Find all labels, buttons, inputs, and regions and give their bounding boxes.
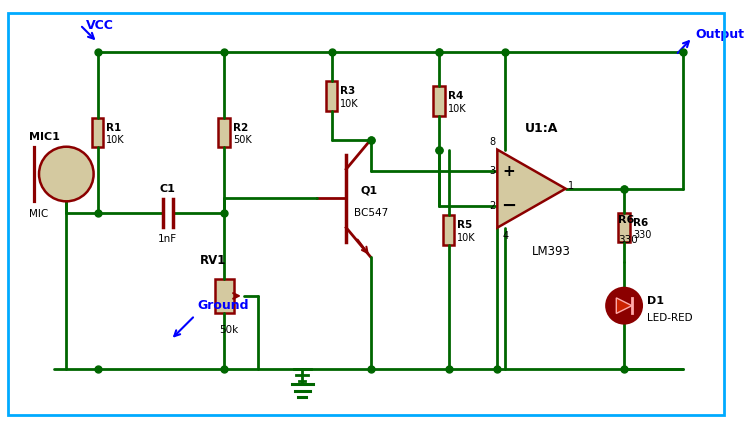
Text: VCC: VCC [86,19,114,32]
Text: MIC1: MIC1 [29,132,60,142]
Text: +: + [503,163,515,178]
Text: R6: R6 [618,215,634,225]
FancyBboxPatch shape [218,118,230,147]
Text: D1: D1 [646,296,664,306]
Text: 50K: 50K [233,135,252,146]
FancyBboxPatch shape [442,215,454,245]
Text: 50k: 50k [220,325,239,335]
Text: 10K: 10K [458,233,476,243]
Text: R5: R5 [458,220,472,230]
Text: R3: R3 [340,86,356,96]
Text: −: − [502,197,517,215]
Text: C1: C1 [160,184,176,193]
Text: 1: 1 [568,181,574,191]
Text: Q1: Q1 [361,185,378,196]
Text: Output: Output [695,28,744,41]
Text: 1nF: 1nF [158,235,177,244]
Text: 10K: 10K [448,104,466,114]
Text: R4: R4 [448,91,463,101]
Text: 330: 330 [633,230,651,241]
Text: 8: 8 [489,137,496,147]
Text: U1:A: U1:A [524,122,558,135]
FancyBboxPatch shape [433,86,445,116]
Text: 3: 3 [489,166,496,176]
Text: R6: R6 [633,218,648,228]
Text: LED-RED: LED-RED [646,313,692,324]
Text: R1: R1 [106,123,122,133]
Text: MIC: MIC [29,209,49,219]
Text: LM393: LM393 [532,245,571,258]
Text: Ground: Ground [197,298,248,312]
Polygon shape [616,298,632,313]
Text: RV1: RV1 [200,254,226,267]
Text: 2: 2 [489,201,496,211]
Text: 10K: 10K [340,99,359,109]
Text: R2: R2 [233,123,248,133]
Text: BC547: BC547 [354,208,388,218]
FancyBboxPatch shape [214,279,234,313]
Text: 4: 4 [503,231,509,241]
Circle shape [607,288,642,323]
FancyBboxPatch shape [618,213,630,242]
Circle shape [39,147,94,201]
FancyBboxPatch shape [326,81,338,110]
Text: 10K: 10K [106,135,125,146]
Text: 330: 330 [618,235,638,245]
Polygon shape [497,150,566,228]
FancyBboxPatch shape [92,118,104,147]
